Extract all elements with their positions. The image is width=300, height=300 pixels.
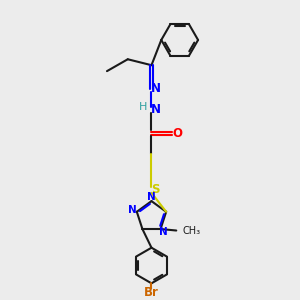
Text: N: N	[151, 82, 160, 95]
Text: N: N	[151, 103, 160, 116]
Text: N: N	[147, 192, 156, 202]
Text: CH₃: CH₃	[182, 226, 200, 236]
Text: H: H	[139, 102, 147, 112]
Text: O: O	[172, 127, 183, 140]
Text: N: N	[128, 206, 137, 215]
Text: Br: Br	[144, 286, 159, 299]
Text: S: S	[152, 183, 160, 196]
Text: N: N	[159, 227, 167, 237]
